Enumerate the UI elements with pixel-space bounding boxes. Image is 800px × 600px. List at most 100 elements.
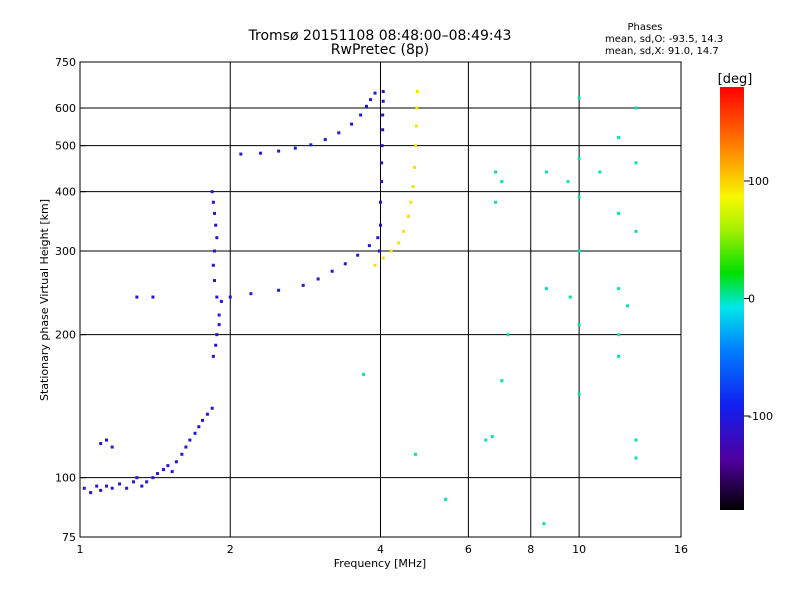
data-point xyxy=(634,161,638,165)
x-axis-ticks: 1 2 4 6 8 10 16 xyxy=(77,543,689,556)
data-point xyxy=(214,223,218,227)
data-point xyxy=(211,354,215,358)
data-point xyxy=(577,96,581,100)
x-axis-label: Frequency [MHz] xyxy=(334,557,426,570)
data-point xyxy=(219,299,223,303)
series-scattered-echoes xyxy=(362,96,638,526)
data-point xyxy=(506,333,510,337)
data-point xyxy=(210,406,214,410)
colorbar-tick-label: 0 xyxy=(748,293,755,306)
data-point xyxy=(89,491,93,495)
data-point xyxy=(213,279,217,283)
chart-subtitle: RwPretec (8p) xyxy=(331,42,429,58)
data-point xyxy=(259,151,263,155)
data-point xyxy=(377,249,381,253)
data-point xyxy=(414,124,418,128)
y-tick-label: 500 xyxy=(55,140,76,153)
data-point xyxy=(406,214,410,218)
data-point xyxy=(99,488,103,492)
legend-line-o: mean, sd,O: -93.5, 14.3 xyxy=(605,34,723,45)
data-point xyxy=(617,136,621,140)
data-point xyxy=(634,438,638,442)
data-point xyxy=(379,223,382,227)
data-point xyxy=(381,90,385,94)
data-point xyxy=(369,98,373,102)
data-point xyxy=(362,372,366,376)
data-point xyxy=(104,438,108,442)
data-point xyxy=(145,480,149,484)
data-point xyxy=(95,484,99,488)
data-point xyxy=(389,249,393,253)
data-point xyxy=(381,113,385,117)
series-f2-x-mode xyxy=(373,90,419,267)
data-point xyxy=(617,211,621,215)
data-point xyxy=(301,283,305,287)
data-point xyxy=(309,143,313,147)
series-f2-o-mode-lower-branch xyxy=(219,236,380,303)
data-point xyxy=(323,138,327,142)
colorbar-ticks: 100 0 -100 xyxy=(744,175,773,423)
data-point xyxy=(542,522,546,526)
data-point xyxy=(180,452,184,456)
data-point xyxy=(205,412,209,416)
data-point xyxy=(379,200,382,204)
data-point xyxy=(166,464,170,468)
data-point xyxy=(188,438,192,442)
data-point xyxy=(140,484,144,488)
y-tick-label: 75 xyxy=(62,531,76,544)
data-point xyxy=(215,236,219,240)
data-point xyxy=(125,486,129,490)
data-point xyxy=(228,295,232,299)
data-point xyxy=(415,90,419,94)
data-point xyxy=(617,333,621,337)
data-point xyxy=(365,104,369,108)
data-point xyxy=(350,122,354,126)
colorbar xyxy=(720,87,744,510)
data-point xyxy=(415,106,419,110)
data-point xyxy=(213,211,217,215)
data-point xyxy=(397,241,401,245)
data-point xyxy=(132,480,136,484)
data-point xyxy=(381,256,385,260)
data-point xyxy=(217,313,221,317)
data-point xyxy=(330,269,334,273)
data-point xyxy=(356,253,360,257)
data-point xyxy=(409,200,413,204)
data-point xyxy=(249,292,253,296)
x-tick-label: 6 xyxy=(465,543,472,556)
data-point xyxy=(413,144,417,148)
colorbar-label: [deg] xyxy=(718,72,753,87)
series-e-f1-trace xyxy=(210,190,221,358)
series-f2-o-mode-vertical-spread xyxy=(377,90,385,253)
data-point xyxy=(380,161,384,165)
data-point xyxy=(293,146,297,150)
data-point xyxy=(373,263,377,267)
data-point xyxy=(634,229,638,233)
data-point xyxy=(444,497,448,501)
data-point xyxy=(184,445,188,449)
data-point xyxy=(634,106,638,110)
data-point xyxy=(402,229,406,233)
data-point xyxy=(376,236,380,240)
data-point xyxy=(343,262,347,266)
data-point xyxy=(598,170,602,174)
data-point xyxy=(82,486,86,490)
data-point xyxy=(494,200,498,204)
data-point xyxy=(277,288,281,292)
data-point xyxy=(577,249,581,253)
data-point xyxy=(634,456,638,460)
data-point xyxy=(577,392,581,396)
data-point xyxy=(625,304,629,308)
data-point xyxy=(316,277,320,281)
data-point xyxy=(544,287,548,291)
data-point xyxy=(568,295,572,299)
data-point xyxy=(367,244,371,248)
x-tick-label: 1 xyxy=(77,543,84,556)
x-tick-label: 4 xyxy=(377,543,384,556)
data-point xyxy=(110,486,114,490)
data-point xyxy=(617,287,621,291)
data-point xyxy=(566,180,570,184)
x-tick-label: 10 xyxy=(572,543,586,556)
y-tick-label: 200 xyxy=(55,329,76,342)
legend-line-x: mean, sd,X: 91.0, 14.7 xyxy=(605,46,719,57)
